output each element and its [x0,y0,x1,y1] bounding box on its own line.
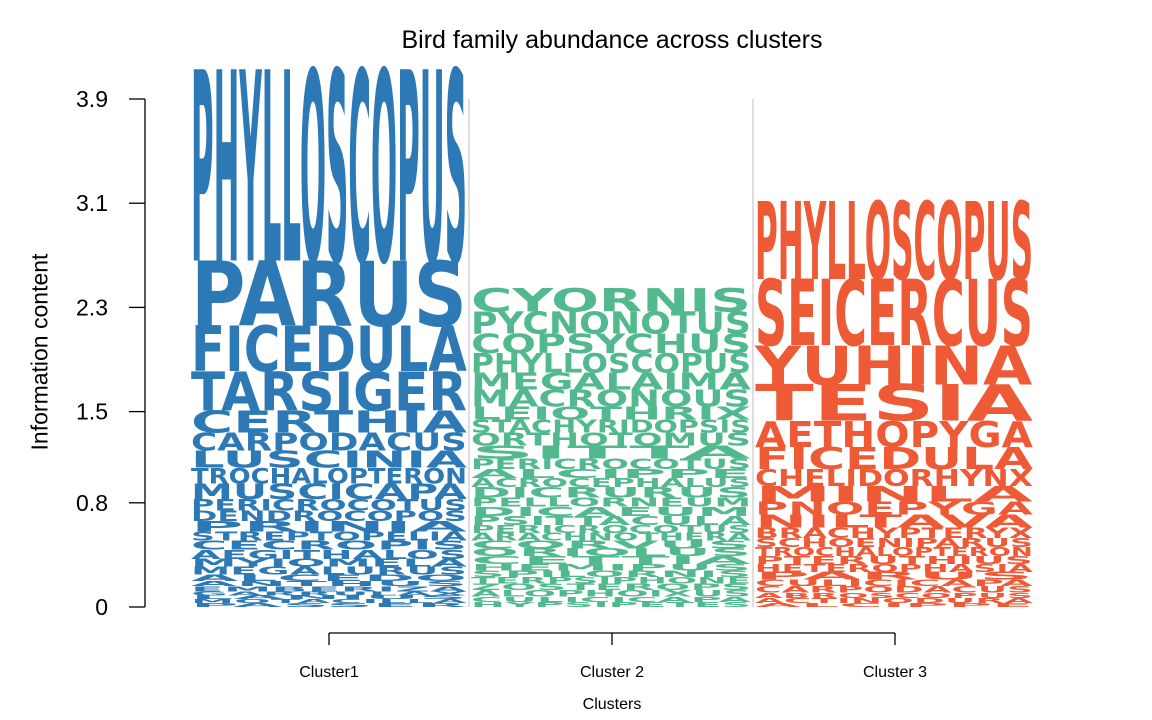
logo-word: ORTHOTOMUS [471,429,751,450]
logo-word: SEICERCUS [755,260,1033,367]
y-tick-label: 3.9 [76,86,108,112]
x-axis: Cluster1 Cluster 2 Cluster 3 [299,632,927,681]
logo-word: MACRONOUS [471,386,751,412]
logo-word: HYPSIPETES [471,600,751,608]
logo-word: ALCIPPE [471,467,751,481]
logo-word: ACTINODURA [755,597,1033,605]
logo-word: ALCIPPE [755,602,1033,608]
logo-word: PELLORNEUM [471,495,751,510]
logo-word: DICRURUS [471,485,751,501]
logo-word: ORIOLUS [471,546,751,559]
logo-word: CETTIA [471,554,751,566]
logo-word: PERICROCOTUS [471,456,751,473]
logo-word: ABROSCOPUS [755,592,1033,600]
y-tick-label: 2.3 [76,294,108,320]
logo-word: PERICROCOTUS [191,496,467,515]
logo-word: COPSYCHUS [471,329,751,360]
logo-word: YUHINA [754,334,1033,397]
logo-word: TROCHALOPTERON [191,463,467,488]
logo-word: SCHOENIPARUS [755,536,1033,550]
y-axis: 0 0.8 1.5 2.3 3.1 3.9 [76,86,146,620]
x-tick-label: Cluster1 [299,664,359,681]
logo-word: PHYLLOSCOPUS [471,348,751,379]
logo-word: PHYLLOSCOPUS [191,19,467,324]
logo-word: MYIOMELA [191,557,467,570]
logo-word: DENDROCOPOS [191,508,467,525]
logo-word: TERPSIPHONE [471,576,751,586]
logo-word: PERICROCOTUS [471,523,751,536]
logo-word: CYORNIS [471,281,751,319]
logo-word: CULICICAPA [471,595,751,603]
logo-word: MINLA [755,482,1033,507]
logo-stacks: PASSERMOTACILLALANIUSGARRULAXEMBERIZAANT… [191,19,1034,609]
logo-word: HETEROPHASIA [755,562,1034,575]
logo-word: CHELIDORHYNX [755,465,1033,492]
logo-word: PARUS [755,570,1033,583]
y-tick-label: 0.8 [76,490,108,516]
logo-word: MOTACILLA [191,598,467,604]
logo-word: CECROPIS [191,539,467,553]
logo-word: PYCNONOTUS [471,305,751,340]
x-axis-label: Clusters [582,696,642,713]
logo-word: LANIUS [191,594,467,600]
logo-word: TESIA [755,375,1034,433]
logo-word: STACHYRIDOPSIS [471,416,751,437]
logo-word: MEGALURUS [191,564,467,577]
logo-word: TARSIGER [191,362,467,424]
logo-word: STREPTOPELIA [191,529,468,543]
logo-word: MUSCICAPA [191,479,467,504]
logo-stack: ALCIPPEACTINODURAABROSCOPUSCARPODACUSCUL… [754,180,1034,609]
logo-word: PRINIA [191,518,467,535]
logo-word: ALCEDO [191,573,467,583]
logo-word: TROCHALOPTERON [755,545,1033,560]
logo-word: ANTHUS [191,580,467,588]
logo-word: CORVUS [471,539,751,551]
logo-word: DICAEUM [471,505,751,519]
x-tick-label: Cluster 2 [580,664,644,681]
logo-word: LUSCINIA [191,446,467,473]
logo-word: ALOPHOIXUS [471,588,751,599]
logo-word: FICEDULA [191,315,467,387]
y-tick-label: 3.1 [76,190,108,216]
logo-word: CARPODACUS [191,428,467,457]
logo-word: PTERUTHIUS [755,554,1033,567]
logo-word: FICEDULA [755,440,1033,476]
logo-word: BRACHYPTERYX [755,524,1033,541]
logo-word: PSITTACULA [471,514,752,528]
chart-title: Bird family abundance across clusters [401,26,823,54]
column-separators [468,99,754,607]
logo-word: CULICICAPA [755,578,1033,588]
logo-word: SITTA [471,442,751,463]
logo-word: AETHOPYGA [755,414,1033,455]
logo-word: LEIOTHRIX [471,403,751,424]
logo-word: PASSER [191,602,467,608]
logo-word: ZOSTEROPS [471,582,751,592]
logo-word: NILTAVA [755,511,1034,532]
logo-stack: HYPSIPETESCULICICAPAALOPHOIXUSZOSTEROPST… [471,281,752,609]
logo-word: HEMIPUS [471,563,751,573]
logo-stack: PASSERMOTACILLALANIUSGARRULAXEMBERIZAANT… [191,19,468,608]
logo-word: MEGALAIMA [471,368,751,395]
logo-word: SPILORNIS [471,569,751,579]
y-tick-label: 0 [95,594,108,620]
logo-word: CARPODACUS [755,585,1033,595]
logo-word: ACROCEPHALUS [471,476,751,491]
logo-word: PHYLLOSCOPUS [755,180,1033,305]
logo-word: PARUS [191,244,467,347]
y-tick-label: 1.5 [76,399,108,425]
logo-word: AEGITHALOS [191,547,467,562]
logo-word: GARRULAX [191,590,467,596]
logo-word: EMBERIZA [191,585,468,593]
logo-word: PNOEPYGA [755,498,1033,519]
x-tick-label: Cluster 3 [863,664,927,681]
logo-word: CERTHIA [191,404,468,440]
logo-word: ARACHNOTHERA [471,531,752,543]
